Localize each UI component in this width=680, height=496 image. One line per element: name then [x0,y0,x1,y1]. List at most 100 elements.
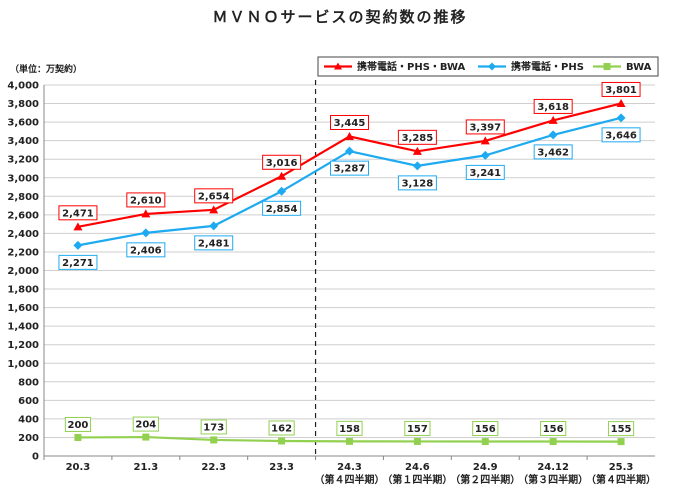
data-label: 162 [271,423,292,434]
y-tick-label: 3,000 [7,173,39,184]
data-label-box [262,200,302,216]
chart-title: ＭＶＮＯサービスの契約数の推移 [212,8,468,26]
data-label: 3,397 [469,122,501,133]
data-label: 2,610 [130,195,162,206]
data-label: 157 [407,424,428,435]
data-label-box [404,420,431,436]
x-tick-label: 25.3 [609,462,634,473]
data-label: 2,471 [62,208,94,219]
data-label-box [540,421,567,437]
legend-marker [603,63,611,70]
data-point [209,205,219,214]
data-label-box [465,164,505,180]
data-label: 158 [339,424,360,435]
y-tick-label: 3,400 [7,136,39,147]
y-tick-label: 2,200 [7,247,39,258]
data-point [481,438,489,446]
data-point [277,171,287,180]
x-tick-label: 21.3 [133,462,158,473]
y-tick-label: 2,400 [7,229,39,240]
x-tick-label: 24.6 [405,462,430,473]
data-label: 2,654 [198,191,230,202]
data-label-box [533,144,573,160]
y-tick-label: 1,800 [7,285,39,296]
x-tick-sublabel: （第４四半期） [315,473,385,486]
x-tick-label: 24.12 [537,462,569,473]
data-point [549,438,557,446]
data-label: 200 [68,420,89,431]
y-tick-label: 2,000 [7,266,39,277]
legend-label: BWA [626,62,652,73]
data-point [346,437,353,445]
data-label-box [330,160,369,176]
data-point [480,136,490,145]
legend-marker [334,62,342,70]
data-point [412,161,422,171]
data-label: 3,801 [605,85,637,96]
y-tick-label: 3,600 [7,118,39,129]
data-label: 155 [611,424,632,435]
data-label-box [465,119,505,135]
data-point [278,437,286,445]
data-label-box [533,98,573,114]
data-point [548,130,558,140]
data-point [617,438,625,446]
data-point [412,146,422,155]
data-point [74,433,82,441]
y-tick-label: 0 [32,452,39,463]
data-label-box [472,421,499,437]
data-label: 2,271 [62,258,94,269]
data-label: 156 [543,424,564,435]
x-tick-sublabel: （第４四半期） [586,473,656,486]
y-tick-label: 1,000 [7,359,39,370]
data-point [141,228,151,238]
data-point [345,131,354,140]
data-point [548,115,558,124]
data-label-box [262,154,302,170]
x-tick-label: 20.3 [66,462,91,473]
data-label-box [601,127,641,143]
y-tick-label: 400 [18,414,39,425]
y-tick-label: 200 [18,433,39,444]
x-tick-sublabel: （第３四半期） [518,473,588,486]
data-label: 156 [475,424,496,435]
data-point [73,222,83,231]
data-label-box [132,416,159,432]
data-label: 3,445 [334,118,366,129]
legend-marker [488,62,496,71]
data-label: 3,128 [402,178,434,189]
y-tick-label: 4,000 [7,81,39,92]
data-label: 204 [135,420,156,431]
data-point [142,433,150,441]
data-label-box [336,420,363,436]
data-label-box [200,419,227,435]
y-tick-label: 2,800 [7,192,39,203]
data-label-box [194,188,234,204]
unit-label: （単位：万契約） [10,63,82,75]
data-label-box [58,205,98,221]
legend-label: 携帯電話・PHS・BWA [357,60,466,73]
data-point [616,113,626,123]
data-label: 2,481 [198,238,230,249]
data-point [141,209,151,218]
y-tick-label: 1,200 [7,340,39,351]
data-label-box [126,192,166,208]
y-tick-label: 3,800 [7,99,39,110]
data-point [413,437,421,445]
data-point [209,221,219,231]
data-label-box [126,242,166,258]
data-label-box [397,129,437,145]
data-label: 3,241 [469,168,501,179]
data-label-box [601,81,641,97]
data-label-box [607,421,635,437]
data-point [73,240,83,250]
x-tick-label: 23.3 [269,462,294,473]
data-label-box [397,175,437,191]
y-tick-label: 3,200 [7,155,39,166]
x-tick-sublabel: （第１四半期） [382,473,452,486]
data-label: 2,406 [130,245,162,256]
data-label-box [268,420,295,436]
y-tick-label: 1,600 [7,303,39,314]
y-tick-label: 800 [18,377,39,388]
